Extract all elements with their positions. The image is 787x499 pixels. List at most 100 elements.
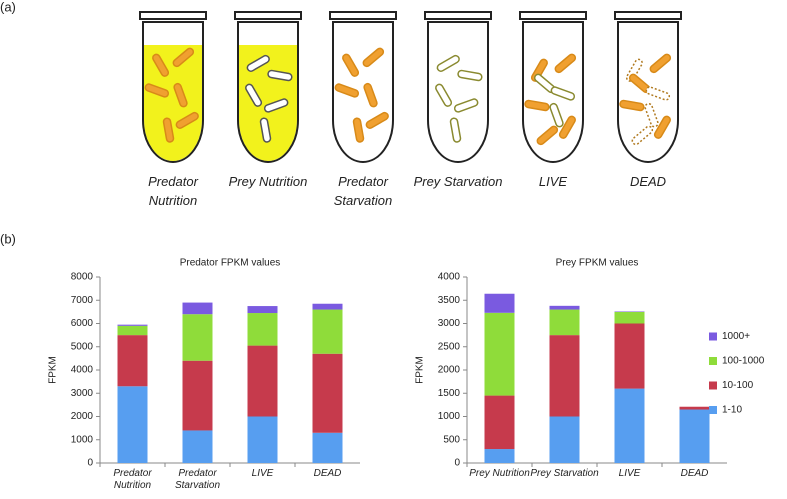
bacterium: [619, 99, 645, 112]
bacterium: [363, 82, 378, 108]
bar-segment: [247, 345, 278, 417]
y-tick-label: 1500: [438, 388, 461, 399]
panel-label: (a): [0, 0, 16, 14]
y-tick-label: 3000: [71, 388, 94, 399]
bar-segment: [549, 335, 580, 417]
bacterium: [653, 115, 671, 139]
y-tick-label: 2500: [438, 341, 461, 352]
bacterium: [435, 83, 453, 107]
y-tick-label: 6000: [71, 318, 94, 329]
x-tick-label: DEAD: [313, 468, 342, 479]
bar-segment: [484, 449, 515, 463]
bacterium: [263, 98, 289, 113]
bacterium: [554, 53, 577, 74]
x-tick-label: Prey Starvation: [530, 468, 599, 479]
y-tick-label: 7000: [71, 295, 94, 306]
bar-segment: [247, 306, 278, 314]
bar-segment: [549, 416, 580, 463]
bacterium: [536, 125, 559, 146]
bacterium: [144, 83, 170, 98]
y-tick-label: 500: [443, 434, 460, 445]
y-tick-label: 4000: [71, 365, 94, 376]
tube: [142, 22, 204, 163]
y-tick-label: 2000: [71, 411, 94, 422]
legend-swatch: [709, 381, 717, 390]
bar-segment: [614, 311, 645, 324]
bacterium: [352, 117, 365, 143]
bacterium: [362, 47, 385, 68]
y-tick-label: 3500: [438, 295, 461, 306]
y-tick-label: 2000: [438, 365, 461, 376]
tube: [332, 22, 394, 163]
bar-segment: [247, 313, 278, 346]
bacterium: [334, 83, 360, 98]
bar-segment: [484, 395, 515, 450]
tube-label: LIVE: [538, 174, 568, 189]
bacterium: [645, 86, 671, 101]
chart-title: Prey FPKM values: [556, 258, 639, 269]
bar-segment: [182, 360, 213, 431]
tube: [522, 22, 584, 163]
legend-label: 10-100: [722, 380, 754, 391]
tube-cap: [424, 11, 492, 20]
legend-label: 1-10: [722, 405, 742, 416]
x-tick-label: Predator Nutrition: [113, 468, 152, 491]
tube-cap: [329, 11, 397, 20]
bacterium: [173, 82, 188, 108]
y-tick-label: 3000: [438, 318, 461, 329]
bacterium: [631, 125, 654, 146]
bar-segment: [312, 432, 343, 463]
bacterium: [644, 102, 659, 128]
chart-title: Predator FPKM values: [180, 258, 281, 269]
y-tick-label: 4000: [438, 272, 461, 283]
bar-segment: [549, 305, 580, 310]
bacterium: [175, 111, 199, 129]
bacterium: [152, 53, 170, 77]
x-tick-label: Prey Nutrition: [469, 468, 530, 479]
bar-segment: [182, 430, 213, 463]
legend-label: 1000+: [722, 331, 750, 342]
bar-segment: [312, 303, 343, 310]
bacterium: [172, 47, 195, 68]
tube-cap: [139, 11, 207, 20]
bar-segment: [182, 302, 213, 315]
tube-label: DEAD: [629, 174, 667, 189]
tube-label: Prey Starvation: [413, 174, 503, 189]
y-axis-title: FPKM: [415, 356, 426, 384]
bacterium: [549, 102, 564, 128]
bacterium: [259, 117, 272, 143]
bar-segment: [679, 409, 710, 463]
tube-cap: [519, 11, 587, 20]
bacterium: [436, 54, 460, 72]
y-tick-label: 5000: [71, 341, 94, 352]
bacterium: [550, 86, 576, 101]
legend-swatch: [709, 332, 717, 341]
bar-segment: [484, 293, 515, 313]
bacterium: [365, 111, 389, 129]
bacterium: [453, 98, 479, 113]
panel-label: (b): [0, 231, 16, 246]
x-tick-label: LIVE: [618, 468, 641, 479]
tube: [427, 22, 489, 163]
tube: [617, 22, 679, 163]
legend-swatch: [709, 406, 717, 414]
bacterium: [558, 115, 576, 139]
bar-segment: [312, 309, 343, 354]
bar-segment: [679, 406, 710, 410]
bacterium: [162, 117, 175, 143]
bar-segment: [549, 309, 580, 336]
bar-segment: [117, 386, 148, 463]
bar-segment: [117, 324, 148, 326]
bacterium: [342, 53, 360, 77]
bacterium: [524, 99, 550, 112]
legend-swatch: [709, 357, 717, 365]
y-tick-label: 0: [454, 458, 460, 469]
bar-segment: [312, 353, 343, 433]
bacterium: [449, 117, 462, 143]
bacterium: [245, 83, 263, 107]
bar-segment: [182, 314, 213, 361]
tube-label: Predator Nutrition: [148, 174, 198, 208]
legend-label: 100-1000: [722, 356, 765, 367]
x-tick-label: LIVE: [251, 468, 274, 479]
